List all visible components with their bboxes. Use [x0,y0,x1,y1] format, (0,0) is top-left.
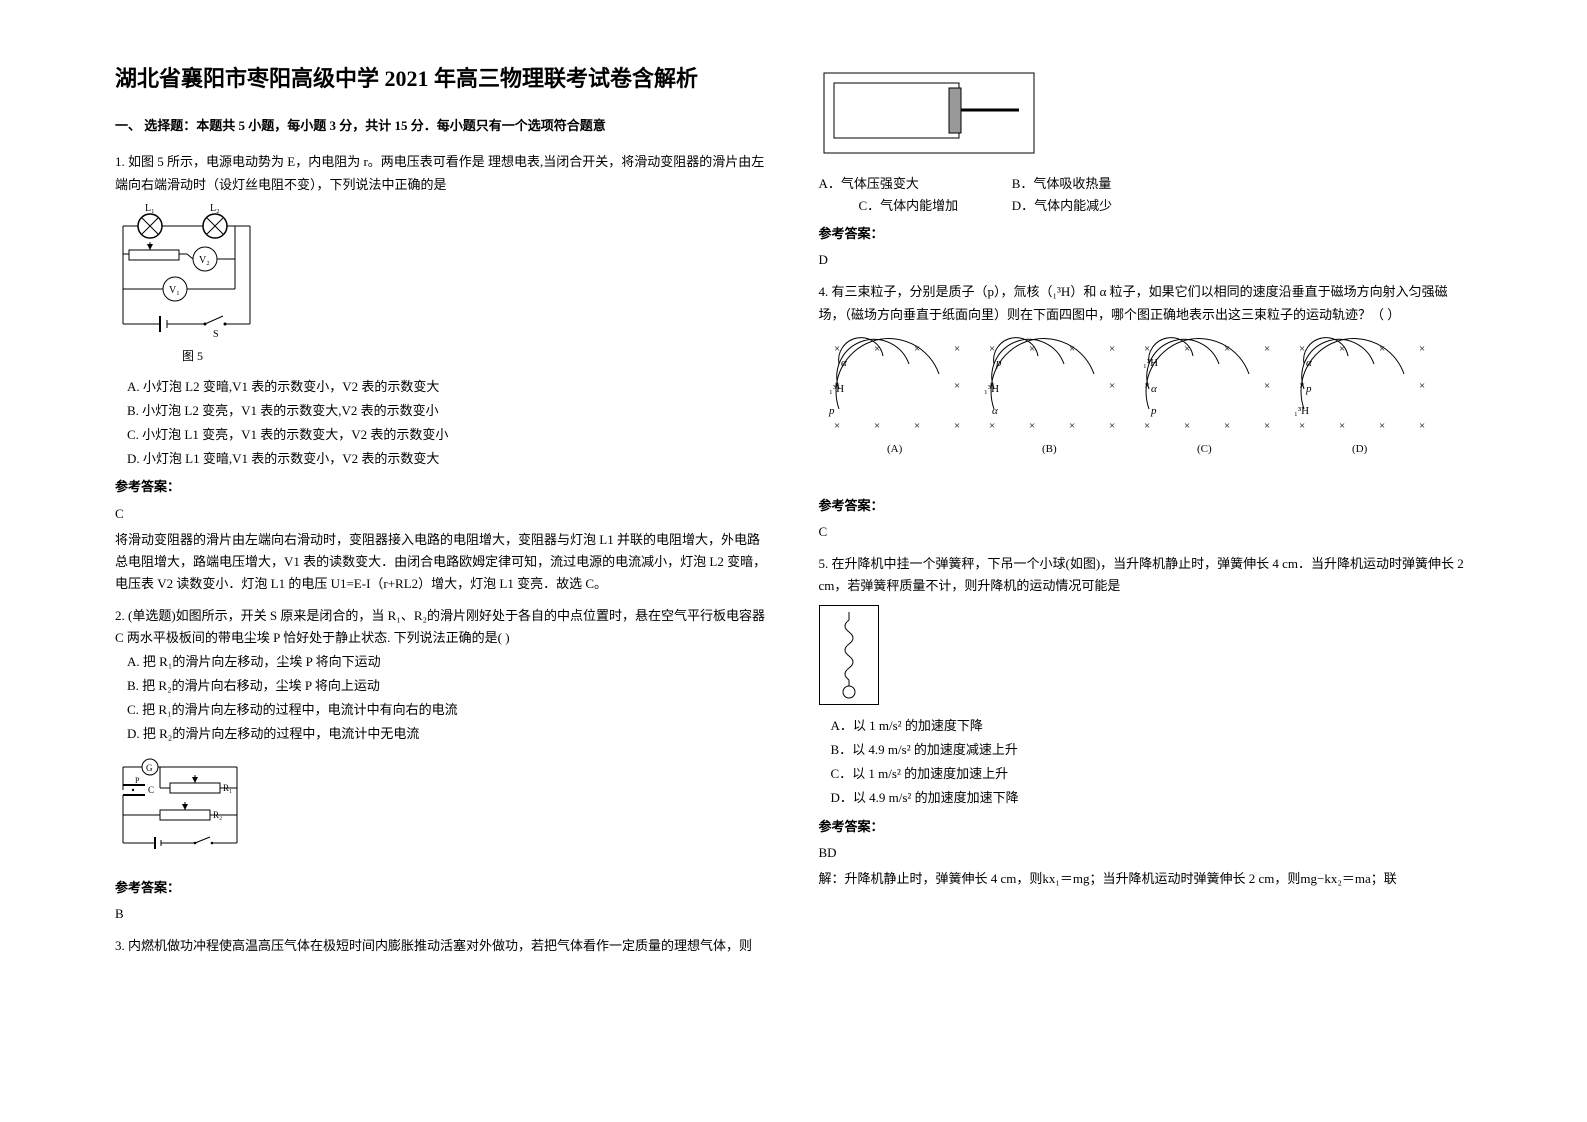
q5-answer-label: 参考答案： [819,816,1473,838]
svg-text:₁³H: ₁³H [1294,405,1309,417]
svg-text:×: × [1419,380,1425,392]
svg-text:×: × [1419,343,1425,355]
svg-text:×: × [989,420,995,432]
svg-text:₁³H: ₁³H [1143,357,1158,369]
svg-text:L₂: L₂ [210,204,220,214]
question-3-stem: 3. 内燃机做功冲程使高温高压气体在极短时间内膨胀推动活塞对外做功，若把气体看作… [115,935,769,957]
q1-option-d: D. 小灯泡 L1 变暗,V1 表的示数变小，V2 表的示数变大 [115,448,769,470]
q5-option-c: C．以 1 m/s² 的加速度加速上升 [819,763,1473,785]
svg-text:×: × [914,420,920,432]
svg-text:×: × [1224,420,1230,432]
q3-option-d: D．气体内能减少 [1012,195,1162,217]
svg-text:(C): (C) [1197,443,1212,455]
q2-figure: G C P R₁ [115,755,245,855]
q2-answer-letter: B [115,903,769,925]
q1-option-c: C. 小灯泡 L1 变亮，V1 表的示数变大，V2 表的示数变小 [115,424,769,446]
piston-diagram-icon [819,68,1039,158]
svg-text:×: × [1109,343,1115,355]
svg-text:×: × [834,420,840,432]
q2-option-d: D. 把 R₂的滑片向左移动的过程中，电流计中无电流 [115,723,769,745]
q4-answer-letter: C [819,521,1473,543]
svg-text:V₁: V₁ [169,285,180,296]
q3-option-a: A．气体压强变大 [819,173,969,195]
q2-option-c: C. 把 R₁的滑片向左移动的过程中，电流计中有向右的电流 [115,699,769,721]
q2-stem: 2. (单选题)如图所示，开关 S 原来是闭合的，当 R₁、R₂的滑片刚好处于各… [115,605,769,649]
q3-stem: 3. 内燃机做功冲程使高温高压气体在极短时间内膨胀推动活塞对外做功，若把气体看作… [115,935,769,957]
q1-answer-label: 参考答案： [115,476,769,498]
svg-text:p: p [1150,405,1157,417]
svg-text:(A): (A) [887,443,903,455]
svg-text:C: C [148,785,154,795]
q1-option-b: B. 小灯泡 L2 变亮，V1 表的示数变大,V2 表的示数变小 [115,400,769,422]
svg-text:G: G [146,763,153,773]
svg-text:×: × [874,420,880,432]
q3-option-c: C．气体内能增加 [819,195,969,217]
question-4: 4. 有三束粒子，分别是质子（p），氚核（₁³H）和 α 粒子，如果它们以相同的… [819,281,1473,542]
q5-figure [819,605,879,705]
q1-answer-letter: C [115,503,769,525]
svg-text:V₂: V₂ [199,255,210,266]
q5-stem: 5. 在升降机中挂一个弹簧秤，下吊一个小球(如图)，当升降机静止时，弹簧伸长 4… [819,553,1473,597]
q2-option-a: A. 把 R₁的滑片向左移动，尘埃 P 将向下运动 [115,651,769,673]
svg-text:(B): (B) [1042,443,1057,455]
q3-answer-letter: D [819,249,1473,271]
q4-stem: 4. 有三束粒子，分别是质子（p），氚核（₁³H）和 α 粒子，如果它们以相同的… [819,281,1473,325]
svg-text:p: p [828,405,835,417]
q5-option-d: D．以 4.9 m/s² 的加速度加速下降 [819,787,1473,809]
question-1: 1. 如图 5 所示，电源电动势为 E，内电阻为 r。两电压表可看作是 理想电表… [115,151,769,594]
q1-option-a: A. 小灯泡 L2 变暗,V1 表的示数变小，V2 表的示数变大 [115,376,769,398]
svg-text:×: × [1379,420,1385,432]
svg-text:(D): (D) [1352,443,1368,455]
q3-options: A．气体压强变大 B．气体吸收热量 C．气体内能增加 D．气体内能减少 [819,173,1473,217]
svg-text:×: × [1184,420,1190,432]
svg-text:×: × [1339,420,1345,432]
svg-text:p: p [1305,383,1312,395]
circuit-diagram-icon: L₁ L₂ [115,204,270,344]
q5-answer-letter: BD [819,842,1473,864]
q2-answer-label: 参考答案： [115,877,769,899]
right-column: A．气体压强变大 B．气体吸收热量 C．气体内能增加 D．气体内能减少 参考答案… [794,60,1498,1062]
q5-option-a: A．以 1 m/s² 的加速度下降 [819,715,1473,737]
q5-option-b: B．以 4.9 m/s² 的加速度减速上升 [819,739,1473,761]
svg-text:×: × [954,420,960,432]
svg-text:×: × [1069,420,1075,432]
question-5: 5. 在升降机中挂一个弹簧秤，下吊一个小球(如图)，当升降机静止时，弹簧伸长 4… [819,553,1473,890]
left-column: 湖北省襄阳市枣阳高级中学 2021 年高三物理联考试卷含解析 一、 选择题：本题… [90,60,794,1062]
svg-text:×: × [1029,420,1035,432]
q5-answer-text: 解：升降机静止时，弹簧伸长 4 cm，则kx₁＝mg；当升降机运动时弹簧伸长 2… [819,868,1473,890]
svg-text:S: S [213,329,219,340]
svg-text:×: × [1264,420,1270,432]
svg-text:α: α [1151,383,1157,395]
svg-text:×: × [1144,420,1150,432]
page-title: 湖北省襄阳市枣阳高级中学 2021 年高三物理联考试卷含解析 [115,60,769,97]
section-heading-1: 一、 选择题：本题共 5 小题，每小题 3 分，共计 15 分．每小题只有一个选… [115,115,769,137]
svg-text:×: × [1109,420,1115,432]
svg-text:×: × [954,343,960,355]
q3-figure [819,68,1039,158]
q3-option-b: B．气体吸收热量 [1012,173,1162,195]
question-2: 2. (单选题)如图所示，开关 S 原来是闭合的，当 R₁、R₂的滑片刚好处于各… [115,605,769,925]
svg-text:×: × [1264,343,1270,355]
q2-option-b: B. 把 R₂的滑片向右移动，尘埃 P 将向上运动 [115,675,769,697]
svg-text:×: × [1419,420,1425,432]
q1-figure: L₁ L₂ [115,204,270,366]
spring-scale-icon [829,612,869,700]
q1-stem: 1. 如图 5 所示，电源电动势为 E，内电阻为 r。两电压表可看作是 理想电表… [115,151,769,195]
svg-text:×: × [1109,380,1115,392]
q4-answer-label: 参考答案： [819,495,1473,517]
q1-figure-caption: 图 5 [115,346,270,366]
svg-text:×: × [1264,380,1270,392]
svg-text:P: P [135,776,140,785]
q4-figure: × × × × × × × × × × α ₁³H p (A) × × × × × × [819,334,1473,474]
capacitor-circuit-icon: G C P R₁ [115,755,245,855]
q3-answer-label: 参考答案： [819,223,1473,245]
trajectories-diagram-icon: × × × × × × × × × × α ₁³H p (A) × × × × × × [819,334,1439,474]
q1-answer-text: 将滑动变阻器的滑片由左端向右滑动时，变阻器接入电路的电阻增大，变阻器与灯泡 L1… [115,529,769,595]
svg-text:L₁: L₁ [145,204,155,214]
svg-text:×: × [954,380,960,392]
svg-text:×: × [1299,420,1305,432]
